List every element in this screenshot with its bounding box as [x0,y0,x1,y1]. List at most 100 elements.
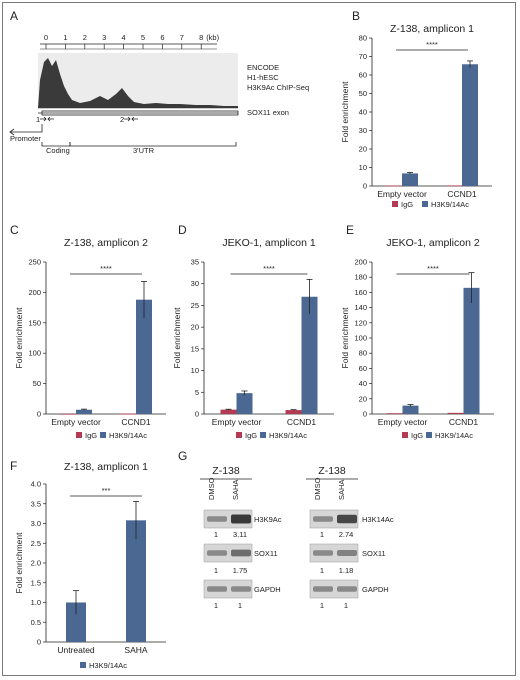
blot-strip [309,543,359,563]
y-tick-label: 100 [28,349,41,358]
x-tick-label: CCND1 [121,417,151,427]
y-tick-label: 180 [354,273,367,282]
bar-h3k [76,409,92,414]
bar-h3k [301,296,318,414]
lane-label: SAHA [337,480,346,500]
blot-band [207,550,227,556]
x-tick-label: Empty vector [51,417,101,427]
y-tick-label: 30 [191,279,199,288]
chart-title: Z-138, amplicon 1 [64,461,148,473]
blot-band [207,516,227,522]
track-label-assay: H3K9Ac ChIP-Seq [247,83,309,92]
bar-igg [60,413,76,415]
legend-swatch [392,201,398,207]
track-background [38,53,238,108]
blot-quant-value: 1 [214,601,218,610]
blot-row-label: GAPDH [254,585,281,594]
chart-c: C Z-138, amplicon 2 0 50 100 150 200 250 Fold en… [10,223,166,440]
y-tick-label: 200 [354,258,367,267]
exon-box [41,110,239,116]
blot-quant-value: 1 [320,530,324,539]
chart-title: JEKO-1, amplicon 1 [222,237,316,249]
y-tick-label: 2.5 [31,539,41,548]
y-tick-label: 0 [363,182,367,191]
blot-band [337,586,357,592]
figure-frame [2,2,516,676]
y-tick-label: 25 [191,301,199,310]
y-tick-label: 20 [359,145,367,154]
blot-cell-line: Z-138 [318,465,346,477]
bar-h3k [462,64,478,186]
legend-label: H3K9/14Ac [431,200,469,209]
legend-label: IgG [411,431,423,440]
y-tick-label: 50 [33,379,41,388]
lane-label: DMSO [313,477,322,500]
y-axis-label: Fold enrichment [14,532,24,594]
bar-h3k [66,602,86,642]
y-tick-label: 80 [359,349,367,358]
legend-swatch [80,662,86,668]
y-tick-label: 70 [359,52,367,61]
y-tick-label: 160 [354,288,367,297]
legend-label: IgG [85,431,97,440]
amplicon-1-label: 1 [36,115,40,124]
y-tick-label: 0 [195,410,199,419]
blot-band [313,586,333,592]
x-tick-label: Untreated [57,645,95,655]
blot-band [337,550,357,556]
y-axis-label: Fold enrichment [14,307,24,369]
y-tick-label: 2.0 [31,559,41,568]
bar-igg [285,410,302,414]
bar-h3k [463,287,480,414]
y-tick-label: 0 [37,638,41,647]
blot-band [313,550,333,556]
track-label-encode: ENCODE [247,63,279,72]
bar-igg [120,413,136,415]
y-tick-label: 20 [191,323,199,332]
blot-quant-value: 1 [320,566,324,575]
legend-label: H3K9/14Ac [435,431,473,440]
blot-band [231,586,251,592]
bar-h3k [402,405,419,414]
y-tick-label: 1.5 [31,578,41,587]
blot-quant-value: 1 [344,601,348,610]
bar-igg [220,409,237,414]
legend-label: H3K9/14Ac [269,431,307,440]
y-tick-label: 5 [195,388,199,397]
blot-strip [203,543,253,563]
chart-title: Z-138, amplicon 1 [390,23,474,35]
x-tick-label: CCND1 [287,417,317,427]
y-tick-label: 150 [28,318,41,327]
bar-igg [446,185,462,187]
significance-label: *** [102,486,111,495]
chart-e: E JEKO-1, amplicon 2 0 20 40 60 80 100 120 140 160… [340,223,494,440]
bar-igg [386,185,402,187]
bar-h3k [402,173,418,186]
legend-label: H3K9/14Ac [109,431,147,440]
chart-title: JEKO-1, amplicon 2 [386,237,480,249]
chart-f: F Z-138, amplicon 1 0 0.5 1.0 1.5 2.0 2.5 3.0 3.5… [10,459,166,670]
blot-quant-value: 2.74 [339,530,354,539]
blot-band [337,514,357,524]
y-tick-label: 15 [191,344,199,353]
lane-label: SAHA [231,480,240,500]
panel-g-letter: G [178,449,187,463]
blot-band [313,516,333,522]
blot-row-label: GAPDH [362,585,389,594]
x-tick-label: SAHA [124,645,147,655]
blot-strip [203,579,253,599]
y-tick-label: 3.0 [31,519,41,528]
ruler-tick-label: 8 [199,33,203,42]
promoter-label: Promoter [10,134,41,143]
x-tick-label: Empty vector [212,417,262,427]
blot-row-label: H3K9Ac [254,515,282,524]
amplicon-2-label: 2 [120,115,124,124]
y-axis-label: Fold enrichment [340,307,350,369]
bar-igg [386,413,403,415]
panel-a: A 0 1 2 3 4 5 6 7 8 (kb) ENCODE H1-hESC H3K9Ac Ch… [9,9,309,155]
chart-d: D JEKO-1, amplicon 1 0 5 10 15 20 25 30 35 Fold en… [172,223,334,440]
blot-band [231,549,251,557]
blot-quant-value: 1.75 [233,566,248,575]
bar-h3k [126,520,146,642]
